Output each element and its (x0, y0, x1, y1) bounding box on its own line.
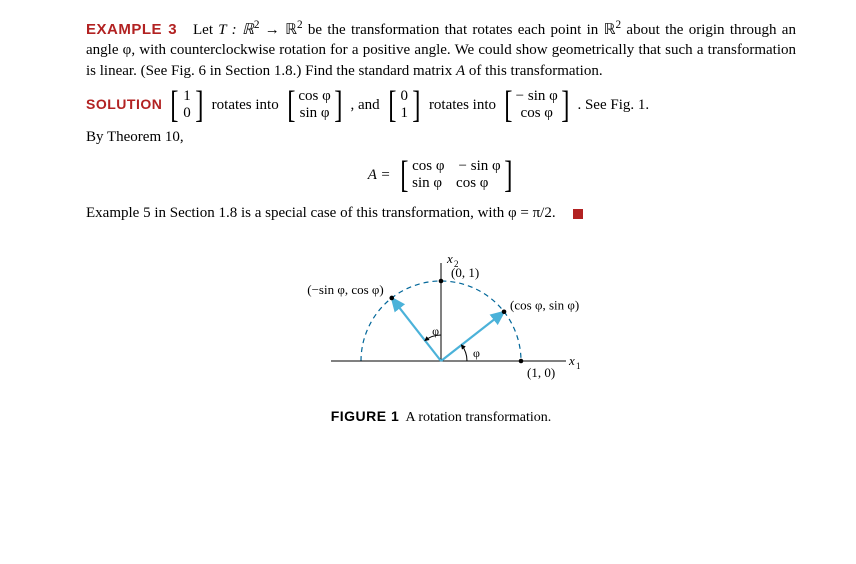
figure-caption-label: FIGURE 1 (331, 408, 400, 424)
intro-map: T : ℝ (218, 22, 254, 38)
rot-text-2: rotates into (429, 95, 496, 115)
A-11: cos φ (456, 175, 488, 192)
A-10: sin φ (412, 175, 442, 192)
intro-arrow: → ℝ (259, 22, 297, 38)
svg-text:(0, 1): (0, 1) (451, 265, 479, 280)
v2-0: 0 (399, 88, 409, 105)
svg-text:φ: φ (473, 346, 480, 360)
A-00: cos φ (412, 158, 444, 175)
matrix-negsin-cos: [ − sin φ cos φ ] (502, 87, 571, 123)
intro-A: A (456, 63, 465, 79)
example-heading: EXAMPLE 3 (86, 21, 177, 38)
solution-heading: SOLUTION (86, 95, 162, 114)
v2-1: 1 (399, 105, 409, 122)
intro-text-1: Let (193, 22, 218, 38)
theorem-line: By Theorem 10, (86, 127, 796, 147)
solution-row: SOLUTION [ 1 0 ] rotates into [ cos φ si… (86, 87, 796, 123)
intro-text-2: be the transformation that rotates each … (303, 22, 616, 38)
A-01: − sin φ (459, 158, 501, 175)
svg-text:x: x (446, 251, 453, 266)
m1-1: sin φ (298, 105, 330, 122)
rotation-diagram: x2x1(0, 1)(1, 0)(cos φ, sin φ)(−sin φ, c… (271, 241, 611, 401)
m2-1: cos φ (516, 105, 558, 122)
closing-paragraph: Example 5 in Section 1.8 is a special ca… (86, 203, 796, 223)
m1-0: cos φ (298, 88, 330, 105)
svg-text:(1, 0): (1, 0) (527, 365, 555, 380)
intro-text-4: of this transformation. (465, 63, 602, 79)
v1-1: 0 (182, 105, 192, 122)
closing-text: Example 5 in Section 1.8 is a special ca… (86, 205, 556, 221)
see-fig-text: . See Fig. 1. (577, 95, 649, 115)
intro-paragraph: EXAMPLE 3 Let T : ℝ2 → ℝ2 be the transfo… (86, 18, 796, 81)
rot-text-1: rotates into (212, 95, 279, 115)
and-text: , and (350, 95, 379, 115)
svg-text:x: x (568, 353, 575, 368)
v1-0: 1 (182, 88, 192, 105)
A-lhs: A = (368, 165, 391, 185)
figure-caption: FIGURE 1 A rotation transformation. (86, 407, 796, 428)
svg-text:(−sin φ, cos φ): (−sin φ, cos φ) (307, 282, 384, 297)
svg-text:1: 1 (576, 361, 581, 371)
svg-text:φ: φ (432, 324, 439, 338)
matrix-cos-sin: [ cos φ sin φ ] (285, 87, 345, 123)
qed-square-icon (573, 209, 583, 219)
m2-0: − sin φ (516, 88, 558, 105)
figure-caption-text: A rotation transformation. (406, 410, 552, 425)
matrix-A: [ cos φ − sin φ sin φ cos φ ] (398, 157, 514, 193)
page: EXAMPLE 3 Let T : ℝ2 → ℝ2 be the transfo… (0, 0, 856, 428)
matrix-A-equation: A = [ cos φ − sin φ sin φ cos φ ] (86, 157, 796, 193)
vector-e2: [ 0 1 ] (386, 87, 423, 123)
svg-text:(cos φ, sin φ): (cos φ, sin φ) (510, 298, 579, 313)
figure-1: x2x1(0, 1)(1, 0)(cos φ, sin φ)(−sin φ, c… (86, 241, 796, 428)
vector-e1: [ 1 0 ] (168, 87, 205, 123)
